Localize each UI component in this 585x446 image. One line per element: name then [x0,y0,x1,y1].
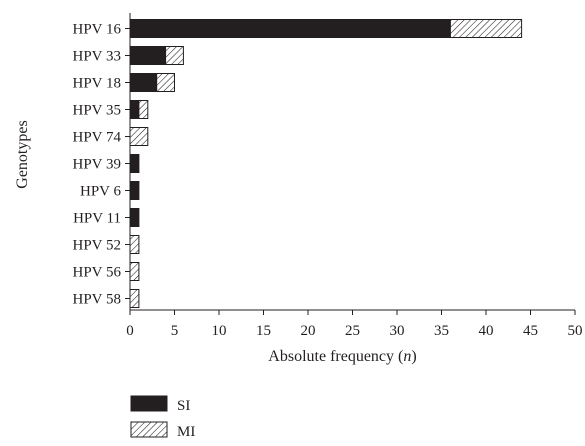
x-tick-label: 5 [171,323,179,339]
bar-si-hpv-11 [129,208,140,227]
bar-mi-hpv-56 [129,262,140,281]
bar-mi-hpv-16 [449,19,523,38]
x-tick-label: 35 [434,323,449,339]
legend-label-si: SI [177,398,190,414]
y-tick-label: HPV 16 [73,22,122,38]
bar-si-hpv-33 [129,46,167,65]
y-tick-label: HPV 6 [80,184,121,200]
bar-mi-hpv-18 [156,73,175,92]
axes-layer [125,13,576,315]
x-tick-label: 15 [256,323,271,339]
bar-si-hpv-16 [129,19,451,38]
x-tick-label: 25 [345,323,360,339]
legend-label-mi: MI [177,424,195,440]
bar-si-hpv-35 [129,100,140,119]
bar-mi-hpv-33 [165,46,184,65]
y-tick-label: HPV 18 [73,76,122,92]
y-axis-title: Genotypes [14,120,31,188]
y-tick-label: HPV 52 [73,238,122,254]
bar-mi-hpv-58 [129,289,140,308]
x-tick-label: 10 [212,323,227,339]
y-tick-label: HPV 11 [73,211,121,227]
legend-swatch-si [130,395,168,412]
y-tick-label: HPV 33 [73,49,122,65]
bar-mi-hpv-35 [138,100,149,119]
x-tick-label: 0 [126,323,134,339]
x-tick-label: 50 [568,323,583,339]
bar-si-hpv-18 [129,73,158,92]
legend: SI MI [130,395,195,440]
bar-si-hpv-6 [129,181,140,200]
bar-mi-hpv-52 [129,235,140,254]
y-tick-label: HPV 58 [73,292,122,308]
x-tick-label: 30 [390,323,405,339]
x-axis-title: Absolute frequency (n) [268,348,416,365]
legend-swatch-mi [130,421,168,438]
bar-mi-hpv-74 [129,127,149,146]
x-tick-label: 45 [523,323,538,339]
labels-layer: HPV 16 HPV 33 HPV 18 HPV 35 HPV 74 HPV 39 HPV … [14,22,583,366]
bars-layer [129,19,523,308]
y-tick-label: HPV 35 [73,103,122,119]
x-tick-label: 40 [479,323,494,339]
y-tick-label: HPV 39 [73,157,122,173]
y-tick-label: HPV 56 [73,265,122,281]
y-tick-label: HPV 74 [73,130,122,146]
x-tick-label: 20 [301,323,316,339]
bar-si-hpv-39 [129,154,140,173]
